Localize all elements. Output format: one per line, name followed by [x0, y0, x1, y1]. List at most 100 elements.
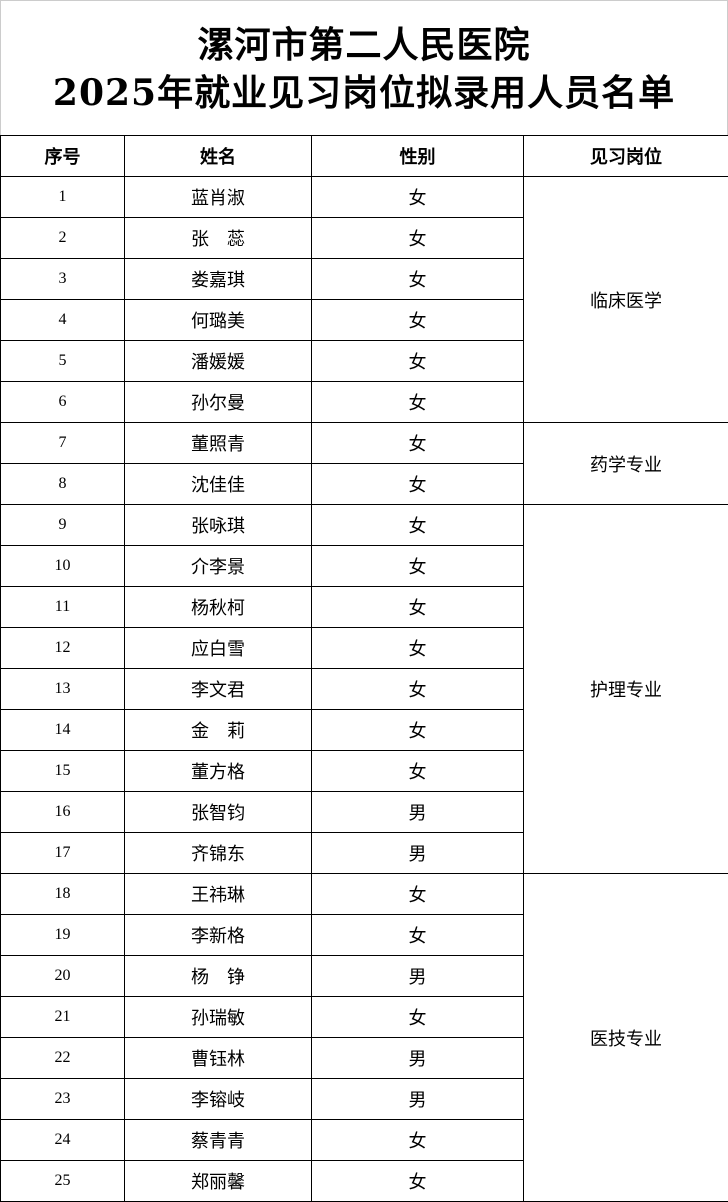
cell-number: 5: [0, 340, 125, 382]
cell-number: 1: [0, 176, 125, 218]
table-row: 9 张咏琪女护理专业: [0, 504, 728, 874]
cell-name: 李文君: [124, 668, 312, 710]
cell-name: 董方格: [124, 750, 312, 792]
cell-number: 17: [0, 832, 125, 874]
cell-gender: 女: [311, 463, 524, 505]
cell-gender: 女: [311, 750, 524, 792]
document-title-line1: 漯河市第二人民医院: [197, 24, 531, 66]
cell-number: 23: [0, 1078, 125, 1120]
table-row: 25 郑丽馨女: [0, 1160, 728, 1202]
cell-number: 7: [0, 422, 125, 464]
table-row: 15 董方格女: [0, 750, 728, 792]
header-name: 姓名: [124, 135, 312, 177]
table-row: 8 沈佳佳女: [0, 463, 728, 505]
table-row: 4 何璐美女: [0, 299, 728, 341]
cell-number: 2: [0, 217, 125, 259]
cell-gender: 女: [311, 668, 524, 710]
cell-gender: 女: [311, 545, 524, 587]
cell-gender: 女: [311, 176, 524, 218]
cell-number: 10: [0, 545, 125, 587]
cell-position: 临床医学: [523, 176, 728, 423]
table-row: 23 李镕岐男: [0, 1078, 728, 1120]
cell-number: 13: [0, 668, 125, 710]
cell-number: 11: [0, 586, 125, 628]
cell-gender: 女: [311, 586, 524, 628]
cell-name: 张 蕊: [124, 217, 312, 259]
cell-name: 何璐美: [124, 299, 312, 341]
cell-gender: 女: [311, 873, 524, 915]
cell-gender: 女: [311, 1160, 524, 1202]
cell-number: 22: [0, 1037, 125, 1079]
cell-name: 沈佳佳: [124, 463, 312, 505]
table-row: 6 孙尔曼女: [0, 381, 728, 423]
cell-gender: 男: [311, 1078, 524, 1120]
cell-position: 护理专业: [523, 504, 728, 874]
cell-name: 应白雪: [124, 627, 312, 669]
cell-number: 14: [0, 709, 125, 751]
cell-number: 6: [0, 381, 125, 423]
cell-gender: 女: [311, 709, 524, 751]
document-title-area: 漯河市第二人民医院 2025年就业见习岗位拟录用人员名单: [0, 0, 728, 135]
cell-number: 20: [0, 955, 125, 997]
cell-position: 医技专业: [523, 873, 728, 1202]
cell-number: 15: [0, 750, 125, 792]
cell-name: 王祎琳: [124, 873, 312, 915]
cell-name: 张咏琪: [124, 504, 312, 546]
table-row: 7 董照青女药学专业: [0, 422, 728, 505]
table-row: 10 介李景女: [0, 545, 728, 587]
cell-number: 24: [0, 1119, 125, 1161]
cell-number: 9: [0, 504, 125, 546]
table-row: 1 蓝肖淑女临床医学: [0, 176, 728, 423]
cell-name: 杨 铮: [124, 955, 312, 997]
cell-number: 19: [0, 914, 125, 956]
cell-name: 李新格: [124, 914, 312, 956]
cell-gender: 女: [311, 1119, 524, 1161]
cell-gender: 女: [311, 996, 524, 1038]
candidate-table: 序号 姓名 性别 见习岗位 1 蓝肖淑女临床医学 2 张 蕊女 3 娄嘉琪女 4 何璐美女 5 潘…: [0, 135, 728, 1202]
cell-gender: 男: [311, 955, 524, 997]
cell-name: 李镕岐: [124, 1078, 312, 1120]
cell-name: 齐锦东: [124, 832, 312, 874]
table-row: 14 金 莉女: [0, 709, 728, 751]
cell-number: 12: [0, 627, 125, 669]
cell-gender: 女: [311, 258, 524, 300]
cell-number: 25: [0, 1160, 125, 1202]
cell-gender: 男: [311, 791, 524, 833]
cell-gender: 女: [311, 381, 524, 423]
cell-number: 4: [0, 299, 125, 341]
table-row: 5 潘媛媛女: [0, 340, 728, 382]
cell-gender: 女: [311, 504, 524, 546]
table-row: 22 曹钰林男: [0, 1037, 728, 1079]
cell-position: 药学专业: [523, 422, 728, 505]
header-number: 序号: [0, 135, 125, 177]
table-row: 16 张智钧男: [0, 791, 728, 833]
cell-name: 曹钰林: [124, 1037, 312, 1079]
table-row: 18 王祎琳女医技专业: [0, 873, 728, 1202]
table-row: 3 娄嘉琪女: [0, 258, 728, 300]
cell-name: 杨秋柯: [124, 586, 312, 628]
header-position: 见习岗位: [523, 135, 728, 177]
cell-number: 3: [0, 258, 125, 300]
cell-number: 18: [0, 873, 125, 915]
table-row: 21 孙瑞敏女: [0, 996, 728, 1038]
cell-gender: 男: [311, 1037, 524, 1079]
document-title-line2: 2025年就业见习岗位拟录用人员名单: [52, 72, 676, 114]
cell-gender: 女: [311, 340, 524, 382]
cell-name: 娄嘉琪: [124, 258, 312, 300]
cell-gender: 女: [311, 422, 524, 464]
table-header-row: 序号 姓名 性别 见习岗位: [0, 135, 728, 177]
cell-number: 21: [0, 996, 125, 1038]
cell-name: 蔡青青: [124, 1119, 312, 1161]
cell-gender: 女: [311, 627, 524, 669]
table-body: 1 蓝肖淑女临床医学 2 张 蕊女 3 娄嘉琪女 4 何璐美女 5 潘媛媛女 6 孙尔曼女 7 董照青女药…: [0, 176, 728, 1202]
cell-name: 金 莉: [124, 709, 312, 751]
cell-gender: 男: [311, 832, 524, 874]
table-row: 19 李新格女: [0, 914, 728, 956]
cell-name: 孙瑞敏: [124, 996, 312, 1038]
cell-name: 蓝肖淑: [124, 176, 312, 218]
cell-number: 16: [0, 791, 125, 833]
cell-gender: 女: [311, 914, 524, 956]
header-gender: 性别: [311, 135, 524, 177]
cell-name: 郑丽馨: [124, 1160, 312, 1202]
